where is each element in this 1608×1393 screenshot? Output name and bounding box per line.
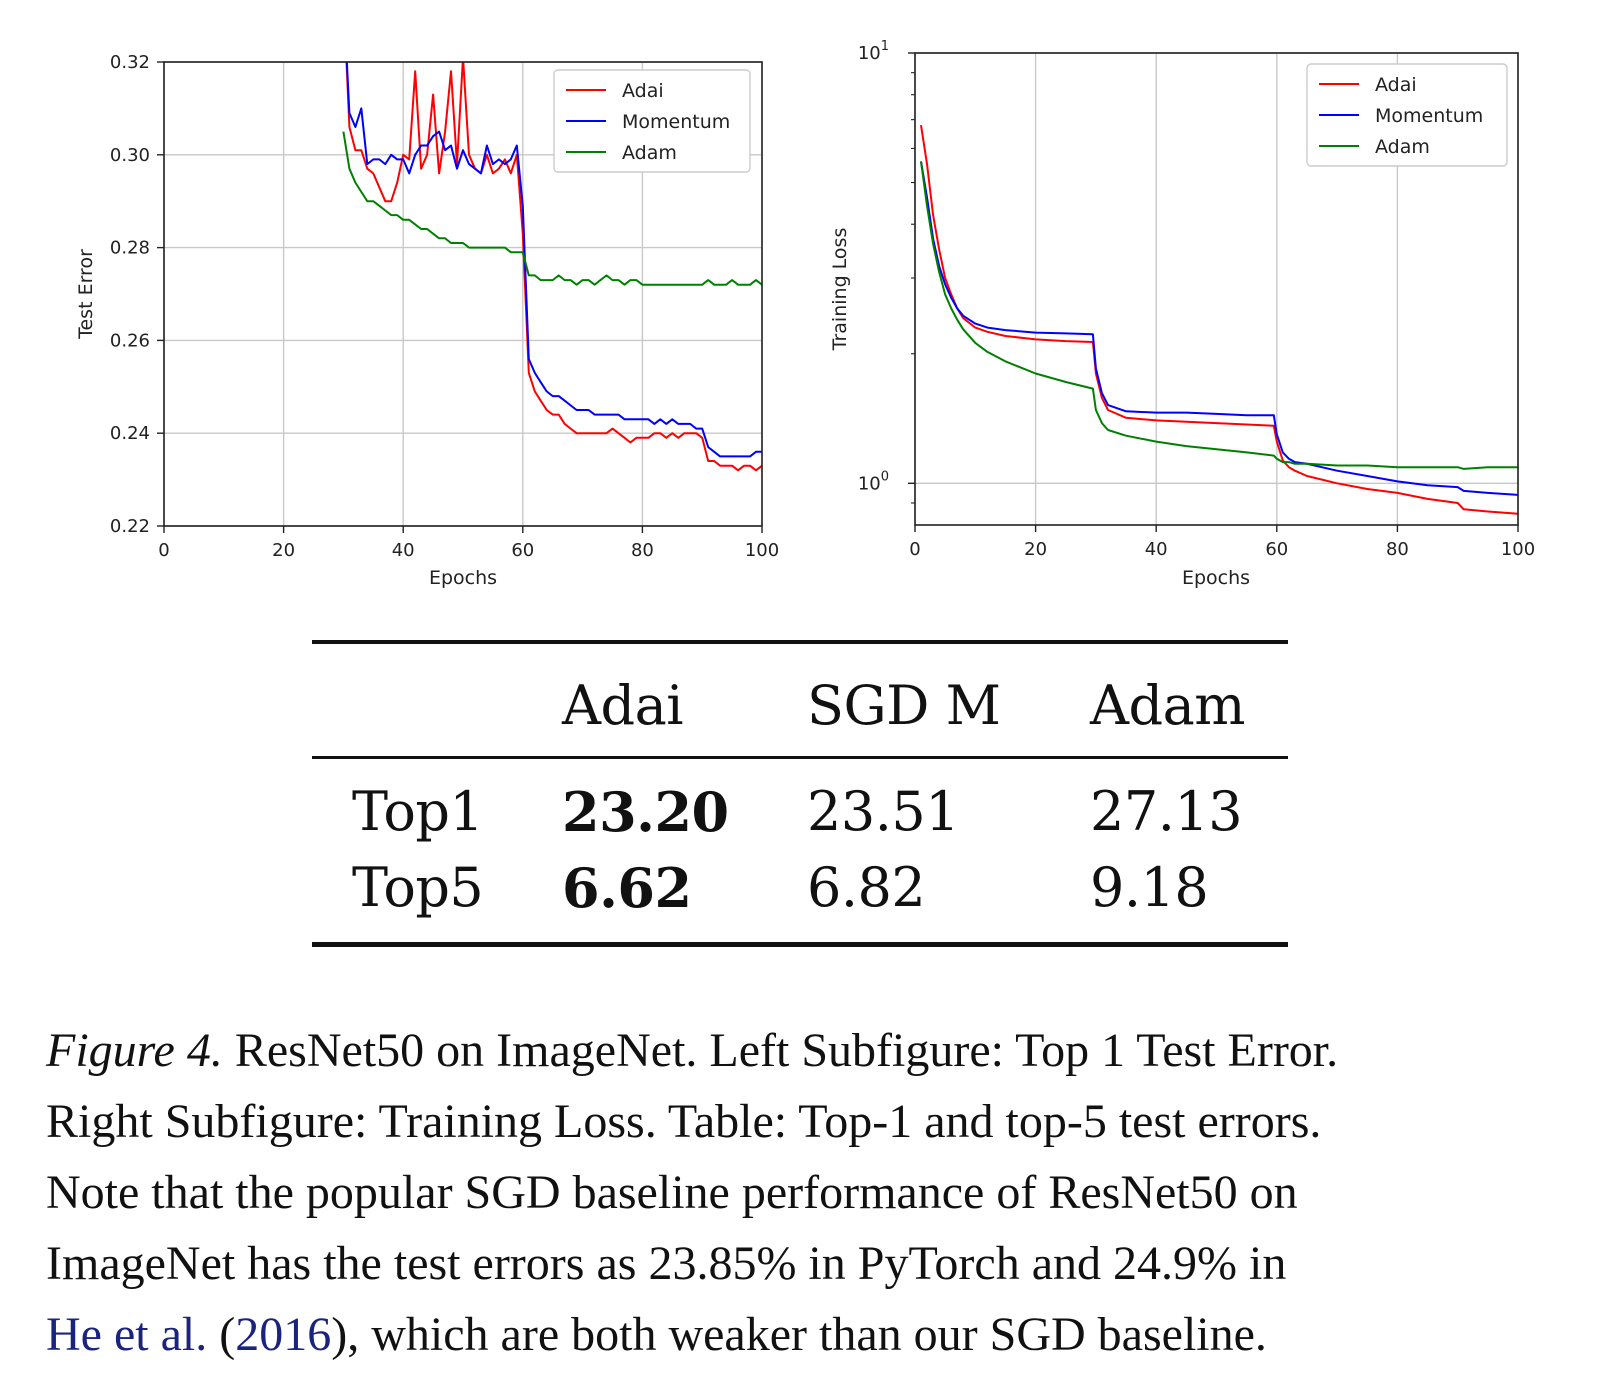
- table-cell-top5-adam: 9.18: [1090, 856, 1209, 919]
- table-top-rule: [312, 640, 1288, 644]
- training-loss-ytick-label: 100: [858, 469, 889, 494]
- table-header-sgdm: SGD M: [807, 674, 1001, 737]
- test-error-chart: 0 20 40 60 80 100 0.22 0.24 0.26 0.28 0.30 0.32 Epo…: [75, 52, 779, 589]
- figure-caption: Figure 4. ResNet50 on ImageNet. Left Sub…: [46, 1015, 1586, 1370]
- training-loss-frame: [914, 52, 1519, 526]
- citation-link[interactable]: He et al.: [46, 1308, 208, 1361]
- table-row-label: Top5: [352, 856, 484, 919]
- caption-line: ImageNet has the test errors as 23.85% i…: [46, 1237, 1287, 1290]
- training-loss-xtick-label: 80: [1386, 539, 1409, 560]
- test-error-ytick-label: 0.30: [110, 145, 150, 166]
- test-error-ytick-label: 0.28: [110, 238, 150, 259]
- test-error-ytick-label: 0.26: [110, 330, 150, 351]
- table-cell-top5-sgdm: 6.82: [807, 856, 926, 919]
- caption-line: Right Subfigure: Training Loss. Table: T…: [46, 1095, 1322, 1148]
- legend-label-adai: Adai: [1375, 74, 1417, 96]
- test-error-xtick-label: 0: [158, 540, 169, 561]
- test-error-frame: [163, 61, 763, 527]
- training-loss-ticks: 0 20 40 60 80 100 100 101: [858, 39, 1535, 560]
- test-error-series-adai: [345, 62, 762, 472]
- training-loss-xlabel: Epochs: [1182, 567, 1250, 589]
- training-loss-series-adai: [920, 124, 1518, 515]
- results-table: Adai SGD M Adam Top1 23.20 23.51 27.13 T…: [312, 640, 1288, 952]
- caption-line: Note that the popular SGD baseline perfo…: [46, 1166, 1298, 1219]
- caption-line: He et al. (2016), which are both weaker …: [46, 1299, 1586, 1370]
- charts-area: 0 20 40 60 80 100 0.22 0.24 0.26 0.28 0.30 0.32 Epo…: [75, 39, 1535, 589]
- training-loss-xtick-label: 40: [1145, 539, 1168, 560]
- table-cell-top5-adai: 6.62: [562, 856, 692, 920]
- table-mid-rule: [312, 756, 1288, 759]
- table-cell-top1-adai: 23.20: [562, 780, 729, 844]
- test-error-xtick-label: 40: [392, 540, 415, 561]
- training-loss-series-adam: [920, 161, 1518, 470]
- legend-label-momentum: Momentum: [622, 111, 730, 133]
- test-error-ytick-label: 0.32: [110, 52, 150, 73]
- training-loss-plot-area: [920, 124, 1518, 515]
- test-error-xlabel: Epochs: [429, 567, 497, 589]
- training-loss-xtick-label: 60: [1265, 539, 1288, 560]
- caption-text: ResNet50 on ImageNet. Left Subfigure: To…: [222, 1024, 1339, 1077]
- test-error-xtick-label: 60: [511, 540, 534, 561]
- training-loss-ylabel: Training Loss: [829, 228, 851, 352]
- test-error-legend-box: [553, 69, 751, 173]
- training-loss-xtick-label: 20: [1024, 539, 1047, 560]
- test-error-series-momentum: [345, 62, 762, 458]
- training-loss-xtick-label: 100: [1501, 539, 1535, 560]
- table-header-adam: Adam: [1090, 674, 1245, 737]
- test-error-ytick-label: 0.24: [110, 423, 150, 444]
- legend-label-adam: Adam: [622, 142, 677, 164]
- test-error-ylabel: Test Error: [75, 249, 97, 340]
- training-loss-series-momentum: [920, 161, 1518, 496]
- caption-line: Figure 4. ResNet50 on ImageNet. Left Sub…: [46, 1015, 1586, 1086]
- test-error-ticks: 0 20 40 60 80 100 0.22 0.24 0.26 0.28 0.30 0.32: [110, 52, 779, 561]
- table-cell-top1-adam: 27.13: [1090, 780, 1243, 843]
- legend-label-momentum: Momentum: [1375, 105, 1483, 127]
- table-header-adai: Adai: [562, 674, 684, 737]
- test-error-xtick-label: 20: [272, 540, 295, 561]
- citation-year-link[interactable]: 2016: [235, 1308, 332, 1361]
- training-loss-legend: Adai Momentum Adam: [1306, 63, 1508, 167]
- training-loss-xtick-label: 0: [909, 539, 920, 560]
- figure-label: Figure 4.: [46, 1024, 223, 1077]
- table-row-label: Top1: [352, 780, 484, 843]
- table-cell-top1-sgdm: 23.51: [807, 780, 960, 843]
- test-error-series-adam: [342, 131, 762, 286]
- legend-label-adam: Adam: [1375, 136, 1430, 158]
- caption-text: (: [207, 1308, 236, 1361]
- test-error-xtick-label: 100: [745, 540, 779, 561]
- test-error-legend: Adai Momentum Adam: [553, 69, 751, 173]
- test-error-xtick-label: 80: [631, 540, 654, 561]
- caption-text: ), which are both weaker than our SGD ba…: [331, 1308, 1267, 1361]
- training-loss-legend-box: [1306, 63, 1508, 167]
- test-error-plot-area: [342, 62, 762, 472]
- legend-label-adai: Adai: [622, 80, 664, 102]
- table-bottom-rule: [312, 942, 1288, 947]
- training-loss-ytick-label: 101: [858, 39, 889, 64]
- test-error-ytick-label: 0.22: [110, 516, 150, 537]
